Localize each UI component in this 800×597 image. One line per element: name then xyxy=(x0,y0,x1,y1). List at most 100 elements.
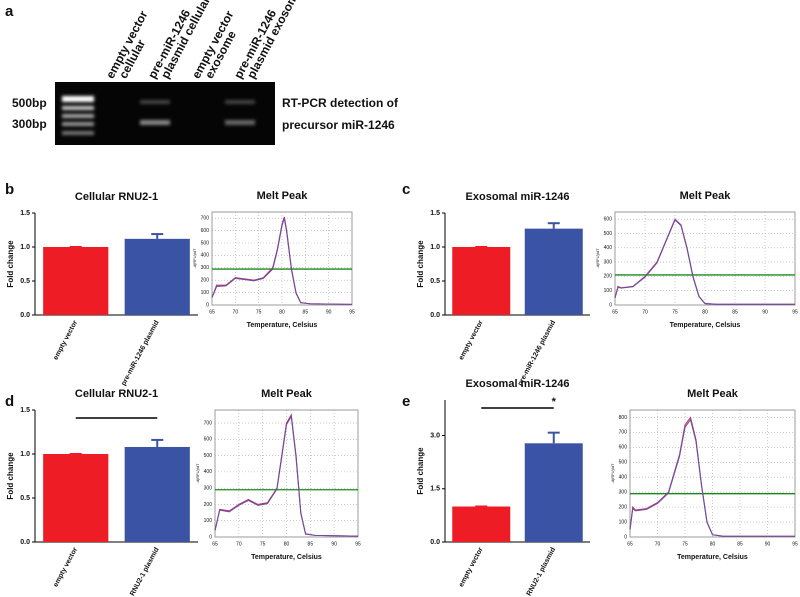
marker-label: 500bp xyxy=(12,96,47,110)
bar xyxy=(43,247,109,315)
y-tick-label: 1.5 xyxy=(430,210,440,217)
x-tick-label: 80 xyxy=(710,541,716,547)
chart-title: Melt Peak xyxy=(257,190,309,202)
y-tick-label: 100 xyxy=(604,288,613,294)
x-tick-label: 70 xyxy=(642,309,648,315)
gel-caption: RT-PCR detection of xyxy=(282,96,399,110)
bar xyxy=(43,454,109,542)
y-tick-label: 0.5 xyxy=(20,278,30,285)
bar xyxy=(124,446,190,542)
y-tick-label: 400 xyxy=(619,475,628,481)
x-tick-label: 75 xyxy=(682,541,688,547)
gel-image xyxy=(55,82,275,145)
chart-title: Exosomal miR-1246 xyxy=(466,378,570,390)
bar xyxy=(452,506,511,542)
y-tick-label: 100 xyxy=(204,518,213,524)
y-tick-label: 1.5 xyxy=(20,407,30,414)
y-tick-label: 200 xyxy=(201,278,210,284)
x-tick-label: 90 xyxy=(326,309,332,315)
x-tick-label: empty vector xyxy=(458,546,485,588)
panel-letter: a xyxy=(5,3,14,20)
y-axis-label: -d(RFU)/dT xyxy=(595,248,600,269)
y-axis-label: Fold change xyxy=(6,452,15,500)
x-tick-label: 75 xyxy=(672,309,678,315)
y-tick-label: 1.0 xyxy=(20,451,30,458)
y-tick-label: 0.0 xyxy=(430,539,440,546)
chart-title: Melt Peak xyxy=(687,388,739,400)
y-tick-label: 600 xyxy=(619,445,628,451)
y-tick-label: 700 xyxy=(619,430,628,436)
y-tick-label: 800 xyxy=(619,415,628,421)
y-tick-label: 700 xyxy=(201,216,210,222)
x-tick-label: 75 xyxy=(260,541,266,547)
x-tick-label: 65 xyxy=(209,309,215,315)
y-tick-label: 600 xyxy=(201,228,210,234)
x-tick-label: 85 xyxy=(737,541,743,547)
gel-caption: precursor miR-1246 xyxy=(282,118,395,132)
y-tick-label: 3.0 xyxy=(430,432,440,439)
panel-letter: d xyxy=(5,393,14,410)
x-tick-label: 65 xyxy=(612,309,618,315)
x-tick-label: 80 xyxy=(279,309,285,315)
gel-bands xyxy=(62,96,255,135)
x-tick-label: 90 xyxy=(331,541,337,547)
panel-letter: b xyxy=(5,181,14,198)
x-tick-label: 95 xyxy=(355,541,361,547)
y-tick-label: 500 xyxy=(204,453,213,459)
y-tick-label: 300 xyxy=(204,485,213,491)
bar xyxy=(124,238,190,315)
y-tick-label: 0.0 xyxy=(430,312,440,319)
y-tick-label: 1.0 xyxy=(430,244,440,251)
melt-curve xyxy=(214,414,359,537)
plot-frame xyxy=(614,211,796,306)
x-axis-label: Temperature, Celsius xyxy=(677,554,748,561)
x-tick-label: 75 xyxy=(256,309,262,315)
y-axis-label: -d(RFU)/dT xyxy=(195,463,200,484)
annotation: * xyxy=(552,396,557,408)
y-tick-label: 200 xyxy=(604,274,613,280)
y-axis-label: Fold change xyxy=(6,240,15,288)
chart-title: Exosomal miR-1246 xyxy=(466,191,570,203)
y-tick-label: 1.0 xyxy=(20,244,30,251)
x-tick-label: empty vector xyxy=(53,319,80,361)
x-tick-label: 95 xyxy=(349,309,355,315)
x-tick-label: 85 xyxy=(308,541,314,547)
y-tick-label: 500 xyxy=(604,231,613,237)
x-tick-label: 65 xyxy=(212,541,218,547)
y-tick-label: 200 xyxy=(619,504,628,510)
y-axis-label: Fold change xyxy=(416,240,425,288)
y-tick-label: 700 xyxy=(204,420,213,426)
y-axis-label: Fold change xyxy=(416,447,425,495)
y-tick-label: 500 xyxy=(201,240,210,246)
bar xyxy=(452,247,511,315)
y-tick-label: 0 xyxy=(206,302,209,308)
x-axis-label: Temperature, Celsius xyxy=(251,554,322,561)
melt-curve xyxy=(629,418,795,537)
melt-curve xyxy=(211,218,353,305)
y-tick-label: 0.0 xyxy=(20,312,30,319)
y-tick-label: 100 xyxy=(619,519,628,525)
y-tick-label: 0.5 xyxy=(430,278,440,285)
x-tick-label: 90 xyxy=(765,541,771,547)
x-tick-label: 85 xyxy=(732,309,738,315)
y-tick-label: 300 xyxy=(604,259,613,265)
x-tick-label: 70 xyxy=(655,541,661,547)
x-axis-label: Temperature, Celsius xyxy=(670,322,741,329)
y-tick-label: 300 xyxy=(201,265,210,271)
bar xyxy=(524,228,583,315)
y-tick-label: 600 xyxy=(204,437,213,443)
y-tick-label: 600 xyxy=(604,216,613,222)
y-tick-label: 200 xyxy=(204,502,213,508)
y-tick-label: 0 xyxy=(209,534,212,540)
y-tick-label: 100 xyxy=(201,290,210,296)
y-tick-label: 500 xyxy=(619,460,628,466)
panel-letter: c xyxy=(402,181,410,198)
y-tick-label: 300 xyxy=(619,490,628,496)
x-tick-label: 80 xyxy=(284,541,290,547)
y-tick-label: 400 xyxy=(604,245,613,251)
y-tick-label: 0.0 xyxy=(20,539,30,546)
x-tick-label: RNU2-1 plasmid xyxy=(129,547,160,597)
y-axis-label: -d(RFU)/dT xyxy=(192,248,197,269)
x-tick-label: 65 xyxy=(627,541,633,547)
